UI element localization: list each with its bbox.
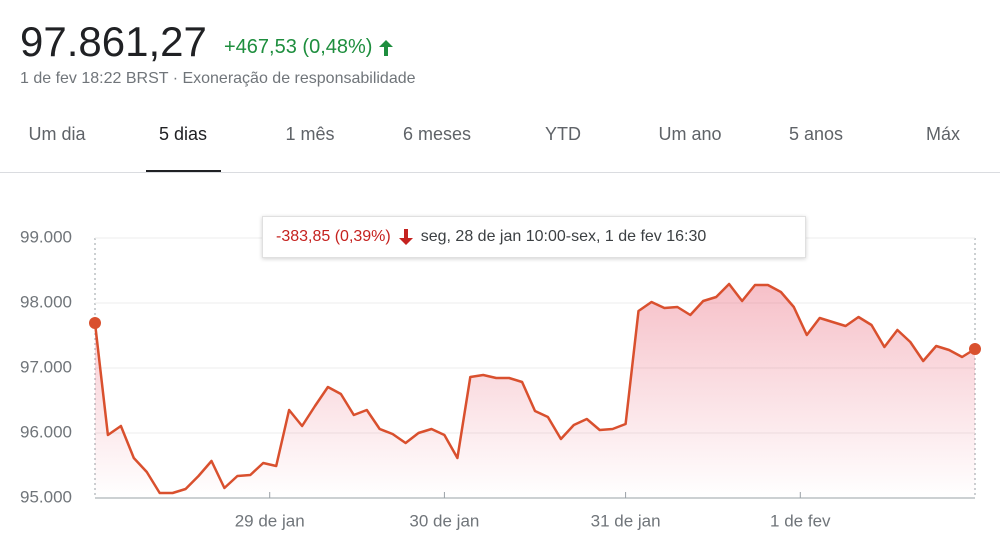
x-tick-label: 1 de fev bbox=[770, 511, 831, 530]
tooltip-range: seg, 28 de jan 10:00-sex, 1 de fev 16:30 bbox=[420, 228, 707, 245]
change-text: +467,53 (0,48%) bbox=[224, 36, 373, 58]
tab-underline bbox=[146, 170, 221, 173]
x-tick-label: 29 de jan bbox=[235, 511, 305, 530]
range-tab[interactable]: 5 anos bbox=[788, 124, 844, 144]
y-tick-label: 97.000 bbox=[20, 357, 72, 376]
price-line bbox=[93, 282, 976, 495]
y-tick-label: 98.000 bbox=[20, 292, 72, 311]
y-tick-label: 96.000 bbox=[20, 422, 72, 441]
range-tab[interactable]: 6 meses bbox=[402, 124, 472, 144]
x-tick-label: 31 de jan bbox=[591, 511, 661, 530]
y-tick-label: 99.000 bbox=[20, 227, 72, 246]
range-tab[interactable]: Um ano bbox=[658, 124, 722, 144]
tooltip-change: -383,85 (0,39%) bbox=[276, 228, 391, 245]
up-arrow bbox=[379, 39, 394, 56]
end-point bbox=[89, 317, 101, 330]
area-fill bbox=[95, 284, 975, 498]
change: +467,53 (0,48%) bbox=[224, 36, 394, 59]
range-tab[interactable]: Máx bbox=[925, 124, 961, 144]
range-tab[interactable]: YTD bbox=[545, 124, 581, 144]
tooltip: -383,85 (0,39%) seg, 28 de jan 10:00-sex… bbox=[262, 216, 806, 258]
range-tab[interactable]: 1 mês bbox=[285, 124, 335, 144]
down-arrow bbox=[398, 229, 413, 245]
x-tick-label: 30 de jan bbox=[409, 511, 479, 530]
end-point bbox=[969, 343, 981, 356]
range-tab[interactable]: 5 dias bbox=[158, 124, 208, 144]
price: 97.861,27 bbox=[20, 18, 207, 65]
timestamp-note: 1 de fev 18:22 BRST · Exoneração de resp… bbox=[20, 70, 416, 87]
range-tab[interactable]: Um dia bbox=[28, 124, 86, 144]
y-tick-label: 95.000 bbox=[20, 487, 72, 506]
divider bbox=[0, 172, 1000, 173]
